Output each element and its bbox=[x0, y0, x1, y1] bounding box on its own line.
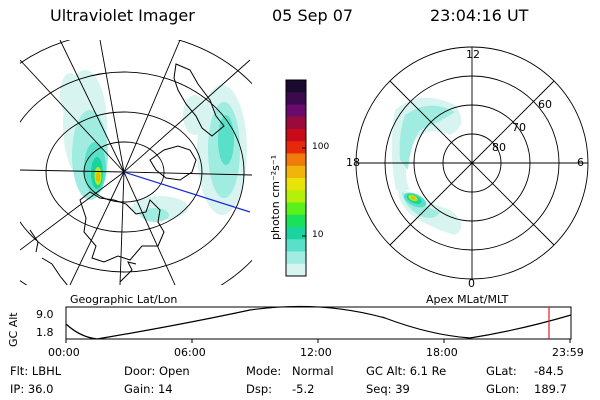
glat-label: GLat: bbox=[486, 364, 517, 378]
colorbar-segment bbox=[286, 129, 306, 142]
mlt-label-18: 18 bbox=[346, 156, 360, 169]
altitude-xtick-1800: 18:00 bbox=[426, 346, 458, 359]
altitude-curve bbox=[65, 305, 572, 340]
colorbar-frame bbox=[285, 79, 307, 277]
altitude-plot bbox=[65, 305, 572, 343]
mlat-label-70: 70 bbox=[512, 121, 526, 134]
door-info: Door: Open bbox=[124, 364, 190, 378]
colorbar-segment bbox=[286, 116, 306, 130]
seq-info: Seq: 39 bbox=[366, 382, 410, 396]
mlt-label-6: 6 bbox=[577, 156, 584, 169]
mlt-label-0: 0 bbox=[468, 277, 475, 290]
colorbar-unit-label: photon cm⁻²s⁻¹ bbox=[269, 154, 282, 240]
colorbar bbox=[285, 79, 307, 277]
altitude-ytick-high: 9.0 bbox=[36, 308, 54, 321]
colorbar-segment bbox=[286, 141, 306, 154]
altitude-x-ticks bbox=[65, 339, 571, 343]
colorbar-segment bbox=[286, 104, 306, 118]
left-panel-caption: Geographic Lat/Lon bbox=[70, 293, 178, 306]
dsp-label: Dsp: bbox=[246, 382, 273, 396]
altitude-xtick-1200: 12:00 bbox=[300, 346, 332, 359]
colorbar-tick-10: 10 bbox=[312, 230, 324, 240]
glon-value: 189.7 bbox=[534, 382, 567, 396]
colorbar-segment bbox=[286, 80, 306, 93]
right-panel-caption: Apex MLat/MLT bbox=[426, 293, 509, 306]
mlt-polar-plot bbox=[355, 46, 589, 280]
gc-alt-info: GC Alt: 6.1 Re bbox=[366, 364, 447, 378]
time-label: 23:04:16 UT bbox=[430, 6, 529, 25]
altitude-axis-label: GC Alt bbox=[7, 312, 20, 347]
colorbar-segment bbox=[286, 263, 306, 277]
glat-value: -84.5 bbox=[534, 364, 564, 378]
colorbar-segment bbox=[286, 202, 306, 216]
date-label: 05 Sep 07 bbox=[272, 6, 354, 25]
colorbar-segment bbox=[286, 190, 306, 203]
ip-info: IP: 36.0 bbox=[10, 382, 54, 396]
altitude-xtick-0000: 00:00 bbox=[48, 346, 80, 359]
geographic-map bbox=[20, 40, 252, 285]
colorbar-segment bbox=[286, 153, 306, 167]
geo-grid bbox=[20, 40, 252, 285]
colorbar-segment bbox=[286, 92, 306, 105]
altitude-ytick-low: 1.8 bbox=[36, 326, 54, 339]
filter-info: Flt: LBHL bbox=[10, 364, 62, 378]
mlat-label-80: 80 bbox=[492, 141, 506, 154]
altitude-plot-frame bbox=[65, 306, 572, 340]
mlt-label-12: 12 bbox=[466, 48, 480, 61]
colorbar-tick-100: 100 bbox=[312, 142, 330, 152]
glon-label: GLon: bbox=[486, 382, 520, 396]
altitude-xtick-2359: 23:59 bbox=[552, 346, 584, 359]
colorbar-segment bbox=[286, 178, 306, 191]
aurora-emission-left bbox=[60, 70, 247, 222]
colorbar-segment bbox=[286, 165, 306, 179]
mlt-grid bbox=[355, 46, 589, 280]
dsp-value: -5.2 bbox=[292, 382, 315, 396]
colorbar-segment bbox=[286, 214, 306, 228]
colorbar-segment bbox=[286, 227, 306, 240]
mode-label: Mode: bbox=[246, 364, 282, 378]
noon-meridian-line bbox=[123, 171, 251, 213]
instrument-title: Ultraviolet Imager bbox=[50, 6, 195, 25]
altitude-xtick-0600: 06:00 bbox=[174, 346, 206, 359]
colorbar-segment bbox=[286, 239, 306, 252]
mode-value: Normal bbox=[292, 364, 334, 378]
colorbar-segment bbox=[286, 251, 306, 265]
gain-info: Gain: 14 bbox=[124, 382, 173, 396]
mlat-label-60: 60 bbox=[538, 98, 552, 111]
aurora-emission-right bbox=[391, 97, 462, 235]
